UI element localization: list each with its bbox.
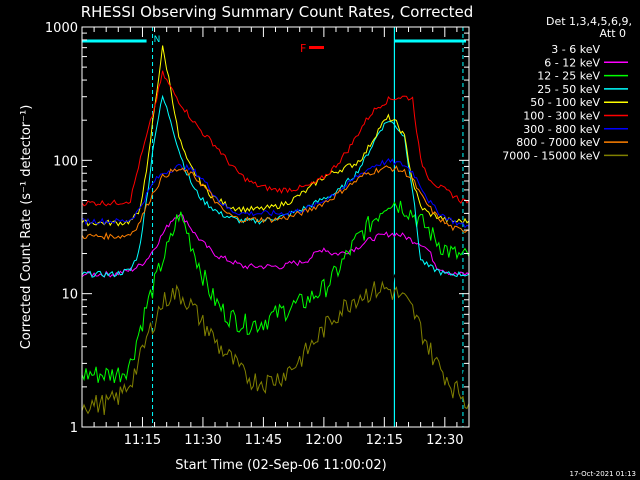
legend-label: 800 - 7000 keV — [516, 136, 600, 149]
legend-label: 25 - 50 keV — [537, 83, 600, 96]
legend-label: 3 - 6 keV — [551, 43, 600, 56]
night-marker-label: N — [154, 35, 161, 45]
x-tick-label: 11:15 — [124, 433, 161, 448]
legend-header-line-1: Det 1,3,4,5,6,9, — [546, 15, 632, 28]
y-axis-label: Corrected Count Rate (s⁻¹ detector⁻¹) — [19, 105, 34, 350]
series-line-12-25kev — [81, 200, 470, 384]
legend-label: 12 - 25 keV — [537, 70, 600, 83]
legend-label: 100 - 300 keV — [523, 110, 600, 123]
x-tick-label: 11:30 — [184, 433, 221, 448]
x-axis-label: Start Time (02-Sep-06 11:00:02) — [175, 458, 386, 473]
y-axis: 1 10 100 1000 — [45, 21, 469, 436]
series-line-100-300kev — [81, 70, 470, 207]
flare-flag-bar — [309, 46, 324, 49]
y-tick-label: 10 — [61, 288, 78, 303]
footer-timestamp: 17-Oct-2021 01:13 — [570, 470, 636, 478]
series-line-7000-15000kev — [81, 280, 470, 416]
plot-area — [81, 27, 470, 427]
chart-title: RHESSI Observing Summary Count Rates, Co… — [81, 3, 474, 21]
series-line-300-800kev — [81, 158, 470, 229]
y-tick-label: 1 — [70, 421, 78, 436]
legend-label: 7000 - 15000 keV — [502, 149, 600, 162]
x-tick-label: 12:15 — [366, 433, 403, 448]
series-line-800-7000kev — [81, 165, 470, 241]
legend-label: 50 - 100 keV — [530, 96, 600, 109]
series-line-3-6kev — [81, 258, 470, 384]
x-tick-label: 12:00 — [305, 433, 342, 448]
series-line-6-12kev — [81, 213, 470, 278]
x-tick-label: 11:45 — [245, 433, 282, 448]
flare-flag-label: F — [300, 42, 306, 55]
legend-label: 6 - 12 keV — [544, 56, 600, 69]
legend-label: 300 - 800 keV — [523, 123, 600, 136]
y-tick-label: 1000 — [45, 21, 78, 36]
x-tick-label: 12:30 — [426, 433, 463, 448]
x-axis: 11:15 11:30 11:45 12:00 12:15 12:30 — [81, 27, 470, 448]
legend-header-line-2: Att 0 — [600, 27, 626, 40]
y-tick-label: 100 — [53, 154, 78, 169]
series-line-50-100kev — [81, 45, 470, 227]
